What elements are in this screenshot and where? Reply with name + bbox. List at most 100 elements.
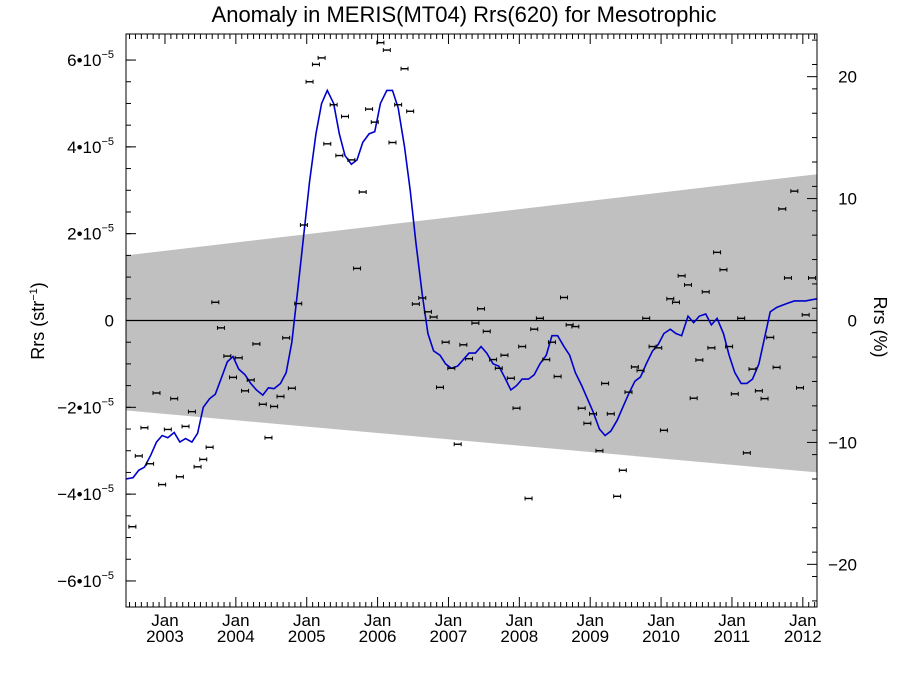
data-point [199,457,208,462]
smoothed-line-layer [125,88,818,480]
y-left-tick-label: 6•10−5 [67,49,114,70]
data-point [766,335,775,340]
data-point [719,267,728,272]
y-axis-left-label-main: Rrs (str [28,301,48,360]
data-point [282,335,291,340]
x-tick-month-label: Jan [364,611,391,630]
data-point [205,445,214,450]
data-point [252,341,261,346]
data-point [790,189,799,194]
data-point [193,464,202,469]
data-point [659,428,668,433]
data-point [358,190,367,195]
data-point [553,374,562,379]
axes-layer: −6•10−5 −4•10−5 −2•10−5 0 2•10−5 4•10−5 6•10−5… [57,34,857,646]
x-tick-year-label: 2006 [359,627,397,646]
data-point [630,364,639,369]
data-point [571,324,580,329]
x-tick-year-label: 2005 [288,627,326,646]
data-point [801,312,810,317]
data-point [294,301,303,306]
x-tick-month-label: Jan [718,611,745,630]
y-left-tick-label: −2•10−5 [57,396,114,417]
x-tick-year-label: 2004 [217,627,255,646]
x-tick-year-label: 2012 [784,627,822,646]
data-point [441,340,450,345]
data-point [423,309,432,314]
data-point [146,461,155,466]
data-point [394,102,403,107]
x-tick-month-label: Jan [789,611,816,630]
x-tick-month-label: Jan [222,611,249,630]
data-point [783,275,792,280]
y-axis-left-label: Rrs (str−1) [28,282,48,360]
data-point [376,40,385,45]
data-point [707,345,716,350]
data-point [671,300,680,305]
data-point [595,448,604,453]
data-point [317,55,326,60]
data-point [666,296,675,301]
data-point [524,496,533,501]
data-point [713,250,722,255]
plot-area [125,40,818,529]
data-point [241,388,250,393]
data-point [170,396,179,401]
x-tick-month-label: Jan [293,611,320,630]
x-tick-month-label: Jan [647,611,674,630]
data-point [689,396,698,401]
y-left-tick-label: −4•10−5 [57,483,114,504]
x-tick-year-label: 2007 [430,627,468,646]
x-tick-month-label: Jan [151,611,178,630]
data-point [795,385,804,390]
x-tick-year-label: 2010 [642,627,680,646]
data-point [382,48,391,53]
data-point [618,468,627,473]
data-point [730,391,739,396]
y-left-tick-label: 2•10−5 [67,223,114,244]
data-point [258,402,267,407]
y-right-tick-label: 20 [838,68,857,87]
data-point [234,355,243,360]
data-point [494,366,503,371]
data-point [701,289,710,294]
data-point [435,385,444,390]
data-point [216,325,225,330]
data-point [370,120,379,125]
data-point [163,427,172,432]
data-point [512,406,521,411]
y-right-tick-label: −10 [828,433,857,452]
chart-title: Anomaly in MERIS(MT04) Rrs(620) for Meso… [212,2,717,27]
data-point [365,107,374,112]
data-point [223,354,232,359]
data-point [606,411,615,416]
data-point [340,114,349,119]
data-point [400,66,409,71]
data-point [530,327,539,332]
data-point [311,62,320,67]
data-point [181,424,190,429]
data-point [677,273,686,278]
data-point [489,357,498,362]
y-right-tick-label: 0 [848,312,857,331]
data-point [535,316,544,321]
y-left-tick-label: 0 [105,312,114,331]
x-tick-month-label: Jan [506,611,533,630]
data-point [500,353,509,358]
data-point [211,300,220,305]
data-point [559,295,568,300]
data-point [453,442,462,447]
data-point [429,315,438,320]
x-tick-month-label: Jan [435,611,462,630]
x-tick-year-label: 2008 [500,627,538,646]
data-point [506,376,515,381]
data-point [323,141,332,146]
data-point [246,377,255,382]
smoothed-anomaly-line [125,88,818,480]
data-point [411,302,420,307]
data-point [778,206,787,211]
data-point [642,316,651,321]
data-point [737,316,746,321]
data-point [636,368,645,373]
